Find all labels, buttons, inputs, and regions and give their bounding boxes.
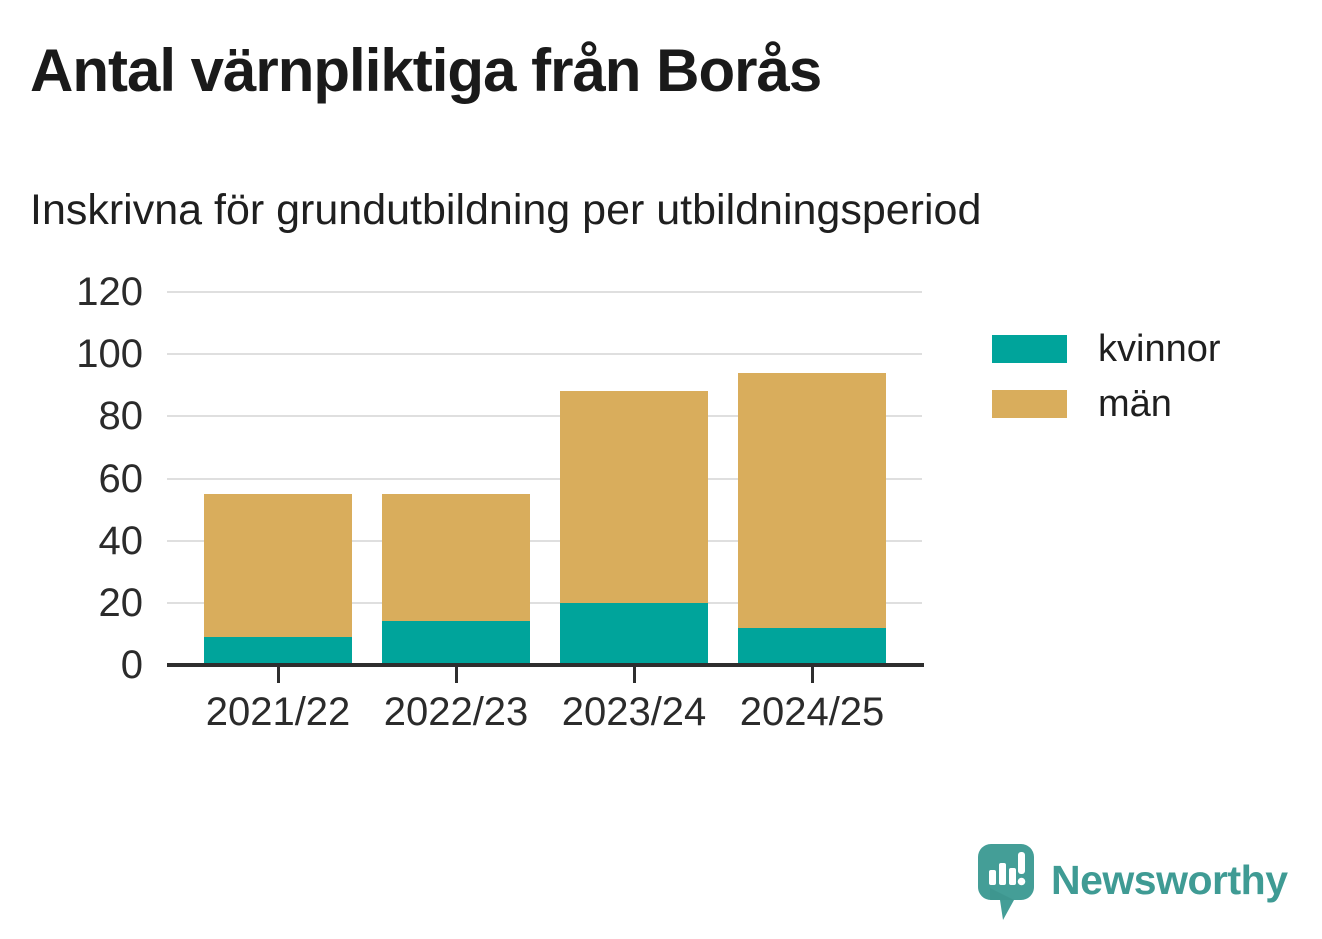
y-axis-tick-label: 80	[98, 394, 144, 439]
gridline-40	[167, 539, 922, 542]
legend-item-man: män	[992, 385, 1221, 423]
bar-segment-kvinnor	[382, 621, 530, 665]
x-axis-line	[167, 663, 924, 667]
bar-segment-kvinnor	[204, 637, 352, 665]
bar-segment-man	[382, 494, 530, 622]
x-axis-label: 2023/24	[561, 690, 707, 734]
x-axis-tick	[632, 667, 636, 683]
newsworthy-speech-bubble-chart-icon	[978, 844, 1034, 920]
y-axis-tick-label: 120	[76, 270, 143, 314]
y-axis-tick-label: 20	[98, 580, 144, 625]
x-axis-label: 2022/23	[383, 690, 529, 734]
bar-segment-kvinnor	[560, 602, 708, 665]
gridline-100	[167, 353, 922, 356]
legend-item-kvinnor: kvinnor	[992, 330, 1221, 368]
gridline-80	[167, 415, 922, 418]
legend-swatch-kvinnor	[992, 335, 1067, 363]
x-axis-tick	[810, 667, 814, 683]
bar-segment-man	[738, 372, 886, 628]
gridline-60	[167, 477, 922, 480]
chart-subtitle: Inskrivna för grundutbildning per utbild…	[30, 186, 982, 234]
gridline-120	[167, 291, 922, 293]
gridline-20	[167, 601, 922, 604]
newsworthy-logo-text: Newsworthy	[1051, 857, 1288, 903]
y-axis-tick-label: 100	[76, 332, 143, 377]
y-axis-tick-label: 60	[98, 456, 144, 501]
x-axis-tick	[276, 667, 280, 683]
legend: kvinnor män	[992, 330, 1221, 445]
x-axis-tick	[454, 667, 458, 683]
legend-swatch-man	[992, 390, 1067, 418]
newsworthy-logo: Newsworthy	[978, 844, 1288, 922]
x-axis-label: 2021/22	[205, 690, 351, 734]
bar-segment-kvinnor	[738, 627, 886, 665]
bar-segment-man	[560, 391, 708, 603]
legend-label-man: män	[1098, 383, 1172, 425]
chart-title: Antal värnpliktiga från Borås	[30, 37, 822, 104]
y-axis-tick-label: 0	[120, 643, 143, 687]
y-axis-tick-label: 40	[98, 518, 144, 563]
bar-segment-man	[204, 494, 352, 637]
legend-label-kvinnor: kvinnor	[1098, 328, 1221, 370]
x-axis-label: 2024/25	[739, 690, 885, 734]
